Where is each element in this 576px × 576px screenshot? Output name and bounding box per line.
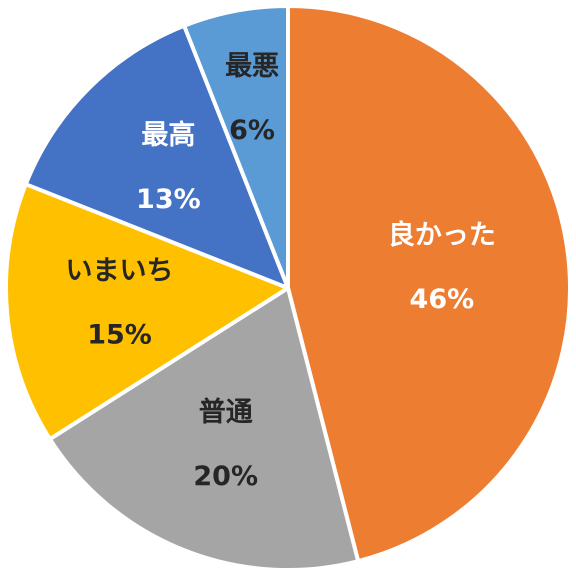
slice-category-label: 最悪: [225, 51, 279, 82]
slice-value-label: 13%: [136, 184, 201, 215]
pie-slice: [23, 23, 290, 290]
slice-value-label: 15%: [87, 319, 152, 350]
pie-slice: [47, 286, 361, 572]
slice-value-label: 6%: [229, 115, 275, 146]
slice-category-label: 良かった: [388, 219, 496, 251]
slice-category-label: いまいち: [66, 255, 174, 286]
pie-slice: [182, 4, 290, 290]
pie-slice: [4, 182, 290, 442]
pie-slice: [286, 4, 572, 564]
slice-value-label: 20%: [193, 461, 258, 492]
slice-category-label: 普通: [199, 396, 253, 428]
slice-value-label: 46%: [410, 284, 475, 315]
slice-category-label: 最高: [141, 119, 195, 151]
